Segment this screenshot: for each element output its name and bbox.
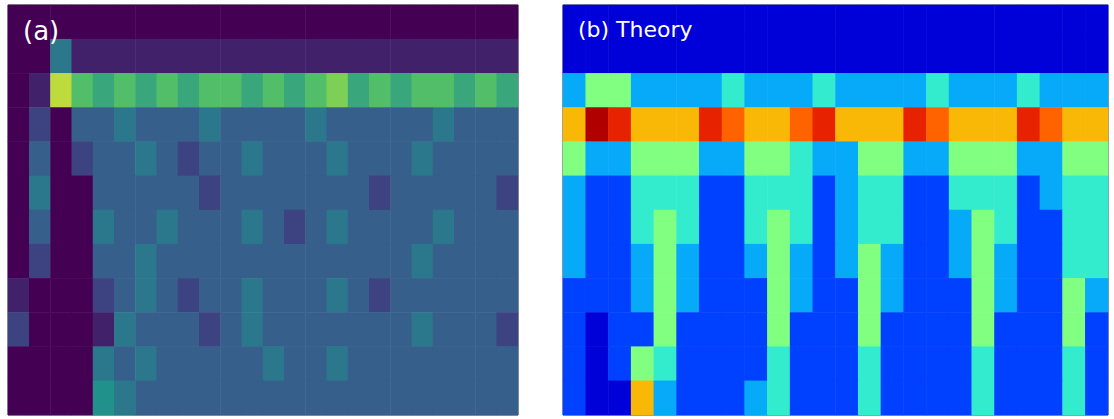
svg-text:(b) Theory: (b) Theory xyxy=(578,17,693,42)
svg-text:(a): (a) xyxy=(23,16,59,46)
